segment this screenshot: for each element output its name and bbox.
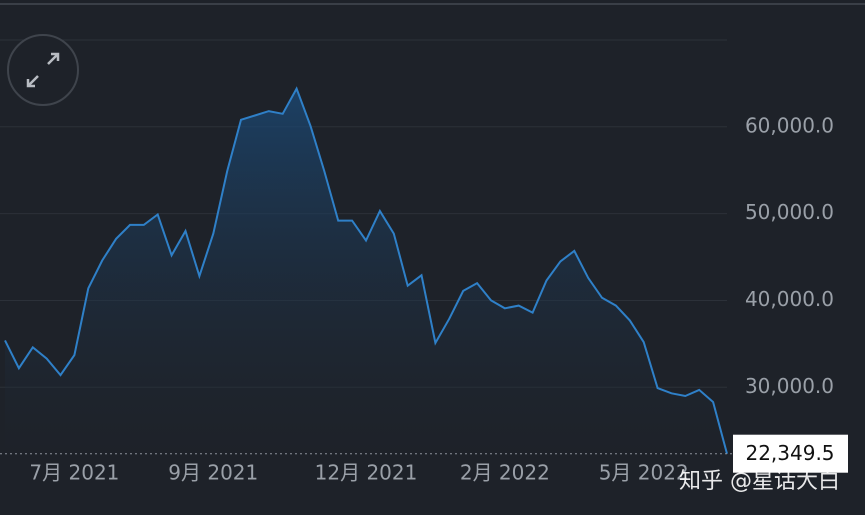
area-fill	[5, 88, 727, 455]
y-tick-label: 60,000.0	[745, 113, 834, 137]
watermark: 知乎 @星话大白	[679, 469, 840, 494]
expand-button[interactable]	[7, 34, 79, 106]
last-price-label: 22,349.5	[745, 441, 834, 465]
y-tick-label: 30,000.0	[745, 374, 834, 398]
x-tick-label: 5月 2022	[599, 461, 689, 485]
price-line	[4, 86, 728, 454]
last-price-box	[733, 434, 848, 473]
x-tick-label: 2月 2022	[460, 461, 550, 485]
x-tick-label: 12月 2021	[315, 461, 418, 485]
y-tick-label: 40,000.0	[745, 287, 834, 311]
x-tick-label: 7月 2021	[29, 461, 119, 485]
y-tick-label: 50,000.0	[745, 200, 834, 224]
x-tick-label: 9月 2021	[168, 461, 258, 485]
